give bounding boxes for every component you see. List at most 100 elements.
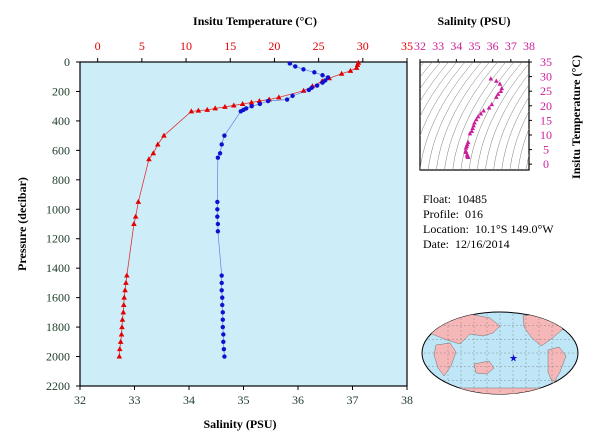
inset-point <box>494 94 499 99</box>
salinity-point <box>222 354 227 359</box>
inset-right-tick-label: 20 <box>540 99 552 113</box>
date-value: 12/16/2014 <box>455 237 510 251</box>
left-tick-label: 1000 <box>46 202 70 216</box>
inset-point <box>494 78 499 83</box>
inset-right-tick-label: 10 <box>540 128 552 142</box>
salinity-point <box>220 295 225 300</box>
inset-right-tick-label: 0 <box>543 157 549 171</box>
float-value: 10485 <box>457 192 488 206</box>
bottom-tick-label: 38 <box>401 393 413 407</box>
salinity-point <box>215 155 221 160</box>
inset-contour-group <box>420 62 529 170</box>
inset-density-contours <box>420 62 529 170</box>
temperature-point <box>121 294 127 300</box>
inset-top-tick-label: 38 <box>523 39 535 53</box>
profile-info: Profile: 016 <box>423 207 483 222</box>
temperature-point <box>347 67 354 73</box>
left-tick-label: 800 <box>52 173 70 187</box>
inset-top-tick-label: 36 <box>487 39 499 53</box>
temperature-point <box>146 156 152 162</box>
temperature-point <box>132 213 139 219</box>
salinity-point <box>220 310 225 315</box>
inset-point <box>474 117 479 122</box>
top-tick-label: 35 <box>401 39 413 53</box>
temperature-point <box>161 132 167 138</box>
salinity-point <box>306 87 312 93</box>
temperature-point <box>256 98 263 104</box>
salinity-point <box>312 70 317 75</box>
salinity-point <box>249 103 254 109</box>
salinity-point <box>220 317 225 322</box>
inset-top-tick-label: 37 <box>505 39 517 53</box>
salinity-point <box>221 332 226 337</box>
salinity-point <box>215 207 220 212</box>
density-contour <box>436 62 490 170</box>
top-tick-label: 15 <box>224 39 236 53</box>
temperature-point <box>150 150 157 156</box>
salinity-point <box>219 142 224 147</box>
left-tick-label: 0 <box>64 55 70 69</box>
temperature-point <box>338 70 345 76</box>
salinity-point <box>217 151 223 156</box>
inset-point <box>467 131 473 136</box>
ts-inset-chart: Salinity (PSU) 32 33 34 35 36 37 3805101520253… <box>414 14 583 179</box>
density-contour <box>444 62 498 170</box>
salinity-point <box>325 75 331 80</box>
left-tick-label: 1200 <box>46 232 70 246</box>
inset-right-tick-label: 35 <box>540 55 552 69</box>
temperature-point <box>116 346 123 352</box>
salinity-point <box>220 302 225 308</box>
top-axis-ticks: 0 5 10 15 20 25 30 35 <box>95 39 413 62</box>
salinity-point <box>257 101 263 107</box>
inset-point <box>472 120 477 125</box>
temperature-point <box>188 108 195 114</box>
density-contour <box>420 62 458 118</box>
location-label: Location: <box>423 222 469 236</box>
salinity-point <box>215 229 221 234</box>
top-tick-label: 20 <box>268 39 280 53</box>
top-tick-label: 30 <box>357 39 369 53</box>
salinity-point <box>284 97 290 102</box>
temperature-point <box>212 105 219 111</box>
temperature-point <box>276 94 282 100</box>
inset-point <box>475 114 481 119</box>
left-tick-label: 600 <box>52 143 70 157</box>
density-contour <box>517 128 529 170</box>
temperature-point <box>120 302 127 307</box>
bottom-tick-label: 34 <box>183 393 195 407</box>
inset-top-axis-title: Salinity (PSU) <box>437 14 510 28</box>
temperature-point <box>123 279 129 285</box>
inset-point <box>488 76 494 81</box>
inset-point <box>495 91 501 96</box>
inset-point <box>470 125 475 131</box>
star-icon: ★ <box>509 354 518 365</box>
date-label: Date: <box>423 237 449 251</box>
temperature-point <box>120 309 127 315</box>
location-info: Location: 10.1°S 149.0°W <box>423 222 554 237</box>
salinity-point <box>290 93 295 99</box>
inset-series <box>463 76 505 159</box>
density-contour <box>509 110 529 170</box>
inset-point <box>499 85 505 91</box>
temperature-point <box>248 99 255 105</box>
inset-plot-area <box>419 61 530 171</box>
top-tick-label: 0 <box>95 39 101 53</box>
top-tick-label: 25 <box>313 39 325 53</box>
salinity-point <box>287 61 293 66</box>
left-tick-label: 2000 <box>46 350 70 364</box>
inset-point <box>469 128 475 133</box>
inset-point <box>481 108 486 113</box>
bottom-tick-label: 36 <box>292 393 304 407</box>
left-tick-label: 1600 <box>46 291 70 305</box>
bottom-tick-label: 35 <box>238 393 250 407</box>
inset-top-tick-label: 34 <box>450 39 462 53</box>
bottom-tick-label: 37 <box>347 393 359 407</box>
profile-value: 016 <box>465 207 483 221</box>
temperature-point <box>154 141 161 147</box>
left-axis-ticks: 0 200 400 600 800 1000 1200 1400 1600 1800 2000 220… <box>46 55 80 393</box>
density-contour <box>501 96 529 170</box>
left-axis-title: Pressure (decibar) <box>15 177 29 271</box>
inset-point <box>478 111 484 116</box>
main-chart: Insitu Temperature (°C) 0 5 10 15 20 25 30 35 3… <box>15 14 413 431</box>
salinity-point <box>219 288 224 293</box>
